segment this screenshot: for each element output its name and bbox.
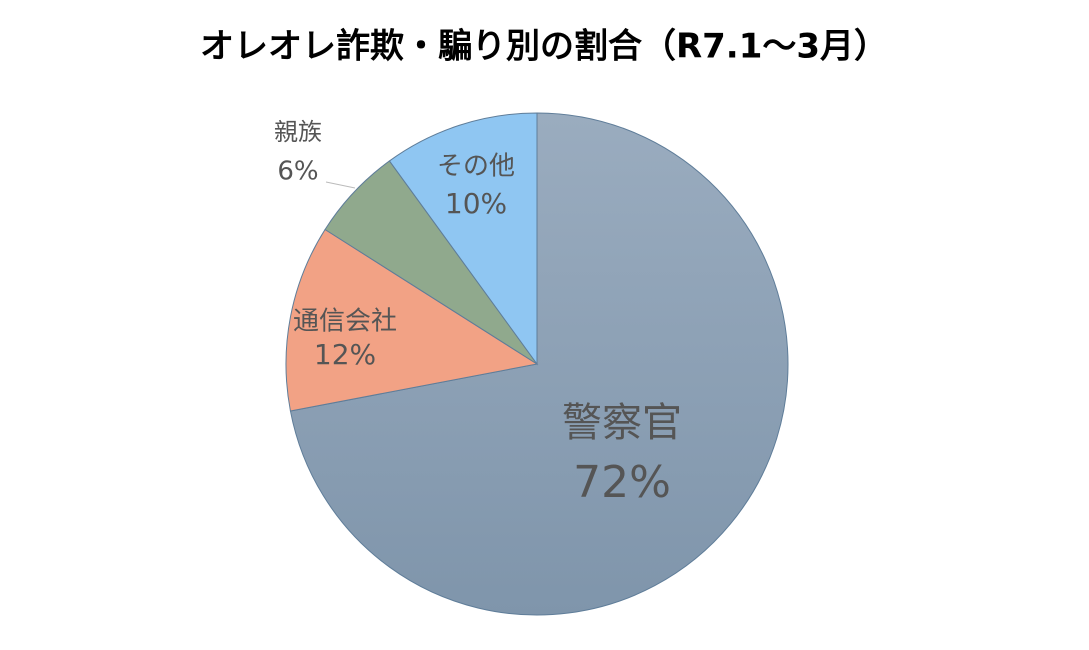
slice-value-label: 72% <box>573 457 671 508</box>
pie-slice <box>388 112 538 366</box>
slice-name: 通信会社 <box>293 307 397 337</box>
slice-name: その他 <box>437 152 515 182</box>
leader-line <box>325 181 356 189</box>
chart-title: オレオレ詐欺・騙り別の割合（R7.1～3月） <box>200 27 888 67</box>
slice-name: 親族 <box>274 118 322 146</box>
slice-name: 警察官 <box>562 400 682 446</box>
pie-slice <box>289 112 789 616</box>
slice-value-label: 12% <box>314 338 376 371</box>
slice-value-label: 6% <box>277 157 318 187</box>
slice-value-label: 10% <box>445 187 507 220</box>
pie-slice <box>285 228 539 412</box>
